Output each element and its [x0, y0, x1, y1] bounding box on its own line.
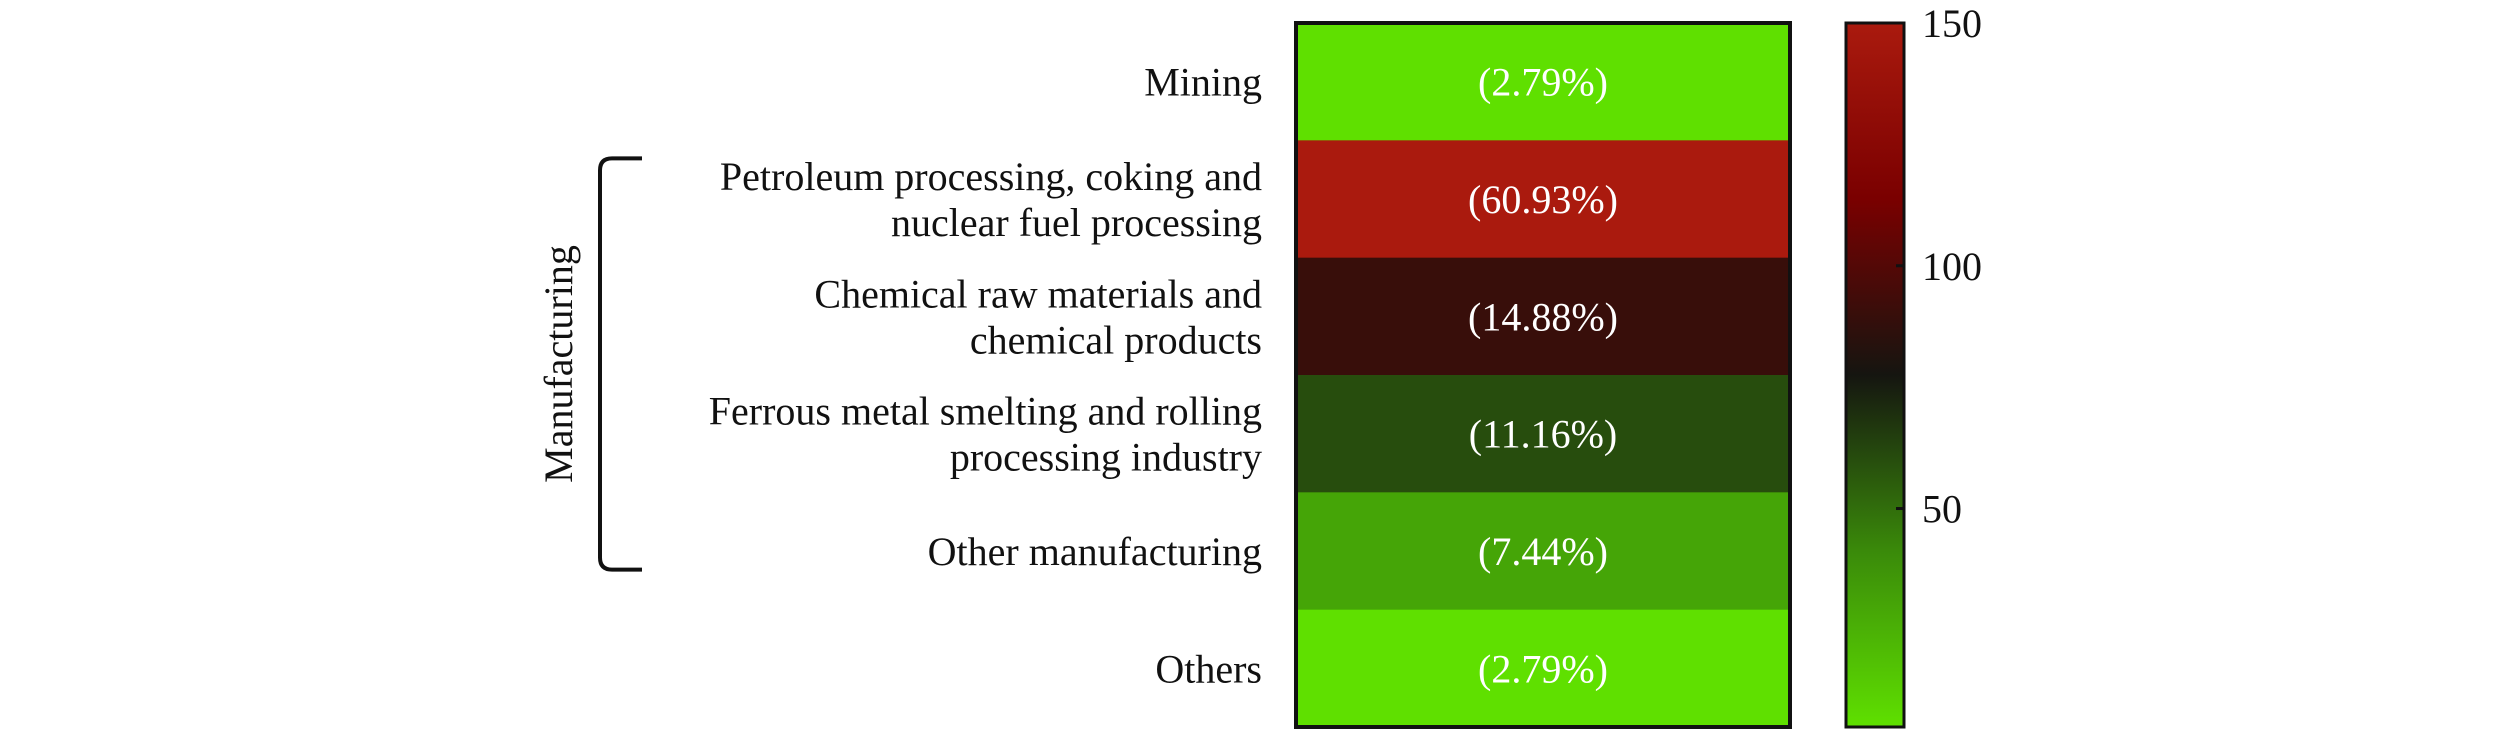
- row-label-line: Petroleum processing, coking and: [720, 154, 1262, 199]
- heatmap-cell: [1296, 140, 1790, 259]
- row-label: Others: [1155, 646, 1262, 691]
- row-label-line: nuclear fuel processing: [891, 200, 1262, 245]
- group-bracket: Manufacturing: [536, 156, 642, 572]
- row-label: Ferrous metal smelting and rolling proces…: [709, 389, 1262, 480]
- heatmap-frame: [1294, 21, 1792, 729]
- cell-annotation: (14.88%): [1468, 294, 1618, 339]
- cell-annotation: (7.44%): [1478, 529, 1608, 574]
- colorbar-tick-label: 150: [1922, 1, 1982, 46]
- row-label-line: Ferrous metal smelting and rolling: [709, 389, 1262, 434]
- cell-annotation: (2.79%): [1478, 646, 1608, 691]
- cell-annotation: (11.16%): [1469, 412, 1617, 457]
- row-label-line: processing industry: [950, 435, 1262, 480]
- heatmap-rows: (2.79%) Mining (60.93%) Petroleum processin…: [709, 23, 1790, 728]
- colorbar-tick-label: 100: [1922, 244, 1982, 289]
- cell-annotation: (2.79%): [1478, 60, 1608, 105]
- row-label-line: Chemical raw materials and: [814, 271, 1262, 316]
- colorbar: 50 100 150: [1844, 1, 1982, 729]
- cell-annotation: (60.93%): [1468, 177, 1618, 222]
- heatmap-cell: [1296, 609, 1790, 728]
- heatmap-cell: [1296, 23, 1790, 141]
- group-bracket-line: [598, 156, 642, 572]
- row-label-line: chemical products: [970, 317, 1262, 362]
- row-label-line: Mining: [1144, 60, 1262, 105]
- heatmap-cell: [1296, 375, 1790, 493]
- heatmap-cell: [1296, 492, 1790, 611]
- row-label: Other manufacturing: [928, 529, 1262, 574]
- row-label: Mining: [1144, 60, 1262, 105]
- heatmap-cell: [1296, 257, 1790, 376]
- row-label: Chemical raw materials and chemical produ…: [814, 271, 1262, 362]
- colorbar-tick-label: 50: [1922, 487, 1962, 532]
- colorbar-bar: [1844, 21, 1906, 729]
- row-label-line: Others: [1155, 646, 1262, 691]
- row-label: Petroleum processing, coking and nuclear …: [720, 154, 1262, 245]
- group-label: Manufacturing: [536, 245, 581, 483]
- row-label-line: Other manufacturing: [928, 529, 1262, 574]
